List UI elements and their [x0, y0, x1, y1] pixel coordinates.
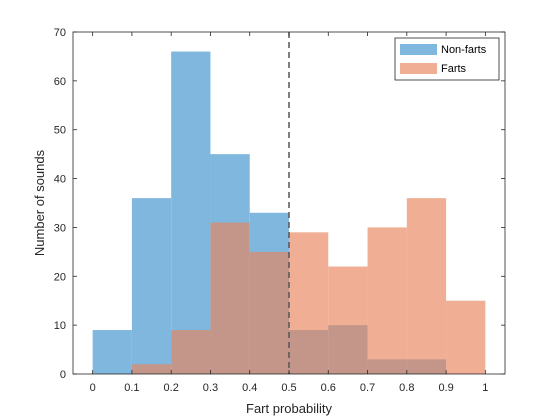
bar-farts-bin-7 — [328, 266, 368, 374]
y-tick-label: 40 — [54, 174, 66, 186]
x-tick-label: 0.5 — [281, 382, 296, 394]
y-tick-label: 30 — [54, 222, 66, 234]
x-tick-label: 0.7 — [360, 382, 375, 394]
legend: Non-farts Farts — [394, 37, 500, 81]
y-tick-label: 20 — [54, 271, 66, 283]
bar-non-farts-bin-1 — [92, 330, 132, 374]
x-tick-label: 1 — [482, 382, 488, 394]
legend-label-farts: Farts — [441, 63, 467, 75]
y-tick-label: 50 — [54, 125, 66, 137]
bar-farts-bin-5 — [249, 251, 289, 374]
y-tick-label: 70 — [54, 27, 66, 39]
bars-layer — [92, 51, 486, 375]
x-axis-ticks: 0 0.1 0.2 0.3 0.4 0.5 0.6 0.7 0.8 0.9 1 — [90, 32, 488, 394]
y-tick-label: 0 — [60, 369, 66, 381]
bar-farts-bin-2 — [131, 364, 172, 374]
bar-non-farts-bin-2 — [131, 198, 172, 374]
bar-farts-bin-4 — [210, 222, 250, 374]
bar-farts-bin-6 — [289, 232, 329, 374]
x-tick-label: 0 — [90, 382, 96, 394]
bar-farts-bin-10 — [446, 300, 486, 374]
y-tick-label: 10 — [54, 320, 66, 332]
bar-farts-bin-8 — [367, 227, 407, 374]
x-tick-label: 0.3 — [203, 382, 218, 394]
bar-non-farts-bin-3 — [171, 51, 211, 375]
x-tick-label: 0.1 — [124, 382, 139, 394]
x-tick-label: 0.9 — [438, 382, 453, 394]
legend-swatch-farts — [400, 63, 437, 74]
x-tick-label: 0.4 — [242, 382, 257, 394]
bar-farts-bin-9 — [406, 198, 447, 374]
x-axis-title: Fart probability — [246, 401, 332, 416]
y-axis-title: Number of sounds — [32, 149, 47, 256]
bar-farts-bin-3 — [171, 330, 211, 374]
legend-swatch-non-farts — [400, 44, 437, 55]
legend-label-non-farts: Non-farts — [441, 44, 487, 56]
y-tick-label: 60 — [54, 76, 66, 88]
y-axis-ticks: 0 10 20 30 40 50 60 70 — [54, 27, 505, 381]
x-tick-label: 0.6 — [321, 382, 336, 394]
x-tick-label: 0.2 — [164, 382, 179, 394]
x-tick-label: 0.8 — [399, 382, 414, 394]
